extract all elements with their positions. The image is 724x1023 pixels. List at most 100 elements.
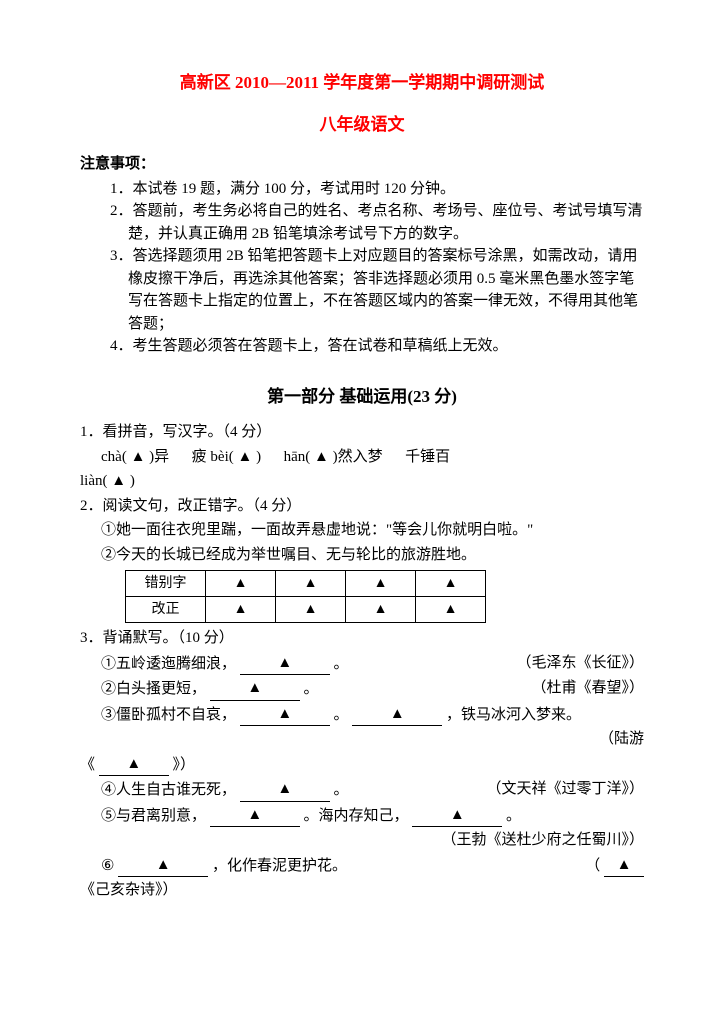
section-1-heading: 第一部分 基础运用(23 分) bbox=[80, 384, 644, 410]
question-3-stem: 3．背诵默写。（10 分） bbox=[80, 627, 644, 650]
blank: ▲ bbox=[210, 677, 300, 701]
q3-item3-src2: 《 ▲ 》） bbox=[80, 753, 644, 777]
q1-p4b: liàn( bbox=[80, 473, 108, 489]
q1-p1a: chà( bbox=[101, 449, 127, 465]
q3-6a: ⑥ bbox=[101, 858, 114, 874]
table-cell: ▲ bbox=[416, 597, 486, 623]
notice-item-2: 2．答题前，考生务必将自己的姓名、考点名称、考场号、座位号、考试号填写清楚，并认… bbox=[128, 200, 644, 245]
blank: ▲ bbox=[240, 652, 330, 676]
table-cell-label: 改正 bbox=[126, 597, 206, 623]
question-1-line1: chà( ▲ )异 疲 bèi( ▲ ) hān( ▲ )然入梦 千锤百 bbox=[101, 446, 644, 469]
page-subtitle: 八年级语文 bbox=[80, 112, 644, 138]
triangle-icon: ▲ bbox=[390, 703, 405, 726]
q3-5c: 。 bbox=[506, 808, 521, 824]
triangle-icon: ▲ bbox=[617, 854, 632, 877]
q3-5b: 。海内存知己， bbox=[304, 808, 409, 824]
blank: ▲ bbox=[240, 778, 330, 802]
question-2-s2: ②今天的长城已经成为举世嘱目、无与轮比的旅游胜地。 bbox=[101, 544, 644, 567]
triangle-icon: ▲ bbox=[234, 599, 248, 620]
q3-item3-src: （陆游 bbox=[80, 728, 644, 751]
triangle-icon: ▲ bbox=[156, 854, 171, 877]
q1-p3a: hān( bbox=[284, 449, 311, 465]
blank: ▲ bbox=[352, 703, 442, 727]
q3-item4: ④人生自古谁无死， ▲ 。 （文天祥《过零丁洋》） bbox=[101, 778, 644, 802]
q3-4a: ④人生自古谁无死， bbox=[101, 782, 236, 798]
q3-3-src2b: 》） bbox=[173, 757, 196, 773]
q3-item6: ⑥ ▲ ，化作春泥更护花。 （ ▲ bbox=[101, 854, 644, 878]
table-cell: ▲ bbox=[206, 571, 276, 597]
blank: ▲ bbox=[99, 753, 169, 777]
triangle-icon: ▲ bbox=[111, 470, 126, 493]
table-cell: ▲ bbox=[346, 571, 416, 597]
triangle-icon: ▲ bbox=[450, 804, 465, 827]
q3-item5: ⑤与君离别意， ▲ 。海内存知己， ▲ 。 bbox=[101, 804, 644, 828]
q1-p2a: 疲 bèi( bbox=[192, 449, 234, 465]
q3-1-src: （毛泽东《长征》） bbox=[516, 652, 644, 675]
q3-3c: ，铁马冰河入梦来。 bbox=[446, 707, 581, 723]
q3-6-src1a: （ bbox=[585, 858, 600, 874]
triangle-icon: ▲ bbox=[277, 652, 292, 675]
table-cell: ▲ bbox=[416, 571, 486, 597]
blank: ▲ bbox=[412, 804, 502, 828]
q3-1a: ①五岭逶迤腾细浪， bbox=[101, 656, 236, 672]
q3-item2: ②白头搔更短， ▲ 。 （杜甫《春望》） bbox=[101, 677, 644, 701]
triangle-icon: ▲ bbox=[444, 573, 458, 594]
q3-2a: ②白头搔更短， bbox=[101, 681, 206, 697]
q3-6-src1: （ ▲ bbox=[585, 854, 644, 878]
triangle-icon: ▲ bbox=[374, 573, 388, 594]
triangle-icon: ▲ bbox=[374, 599, 388, 620]
table-row: 改正 ▲ ▲ ▲ ▲ bbox=[126, 597, 486, 623]
triangle-icon: ▲ bbox=[277, 778, 292, 801]
triangle-icon: ▲ bbox=[277, 703, 292, 726]
q3-item6-src2: 《己亥杂诗》） bbox=[80, 879, 644, 902]
q3-3a: ③僵卧孤村不自哀， bbox=[101, 707, 236, 723]
q3-2b: 。 bbox=[304, 681, 319, 697]
q3-3b: 。 bbox=[334, 707, 349, 723]
table-cell: ▲ bbox=[276, 571, 346, 597]
notice-heading: 注意事项： bbox=[80, 153, 644, 176]
table-cell: ▲ bbox=[206, 597, 276, 623]
question-1-stem: 1．看拼音，写汉字。（4 分） bbox=[80, 421, 644, 444]
question-2-stem: 2．阅读文句，改正错字。（4 分） bbox=[80, 495, 644, 518]
notice-item-3: 3．答选择题须用 2B 铅笔把答题卡上对应题目的答案标号涂黑，如需改动，请用橡皮… bbox=[128, 245, 644, 335]
q1-p2b: ) bbox=[256, 449, 261, 465]
notice-item-1: 1．本试卷 19 题，满分 100 分，考试用时 120 分钟。 bbox=[128, 178, 644, 201]
q3-4-src: （文天祥《过零丁洋》） bbox=[486, 778, 644, 801]
triangle-icon: ▲ bbox=[126, 753, 141, 776]
q3-3-src1: （陆游 bbox=[599, 731, 644, 747]
triangle-icon: ▲ bbox=[304, 573, 318, 594]
q3-item1: ①五岭逶迤腾细浪， ▲ 。 （毛泽东《长征》） bbox=[101, 652, 644, 676]
table-cell-label: 错别字 bbox=[126, 571, 206, 597]
q1-p3b: )然入梦 bbox=[333, 449, 383, 465]
q3-3-src2a: 《 bbox=[80, 757, 95, 773]
q3-2-src: （杜甫《春望》） bbox=[531, 677, 644, 700]
q3-5a: ⑤与君离别意， bbox=[101, 808, 206, 824]
blank: ▲ bbox=[604, 854, 644, 878]
triangle-icon: ▲ bbox=[234, 573, 248, 594]
table-row: 错别字 ▲ ▲ ▲ ▲ bbox=[126, 571, 486, 597]
page-title: 高新区 2010—2011 学年度第一学期期中调研测试 bbox=[80, 70, 644, 96]
q3-1b: 。 bbox=[334, 656, 349, 672]
question-2-s1: ①她一面往衣兜里踹，一面故弄悬虚地说："等会儿你就明白啦。" bbox=[101, 519, 644, 542]
q1-p4c: ) bbox=[130, 473, 135, 489]
notice-list: 1．本试卷 19 题，满分 100 分，考试用时 120 分钟。 2．答题前，考… bbox=[110, 178, 644, 358]
triangle-icon: ▲ bbox=[444, 599, 458, 620]
correction-table: 错别字 ▲ ▲ ▲ ▲ 改正 ▲ ▲ ▲ ▲ bbox=[125, 570, 486, 623]
blank: ▲ bbox=[240, 703, 330, 727]
blank: ▲ bbox=[118, 854, 208, 878]
triangle-icon: ▲ bbox=[247, 804, 262, 827]
q3-4b: 。 bbox=[334, 782, 349, 798]
question-1-line2: liàn( ▲ ) bbox=[80, 470, 644, 493]
triangle-icon: ▲ bbox=[304, 599, 318, 620]
triangle-icon: ▲ bbox=[247, 677, 262, 700]
q3-item5-src: （王勃《送杜少府之任蜀川》） bbox=[80, 829, 644, 852]
q3-6-src2: 《己亥杂诗》） bbox=[80, 882, 178, 898]
q3-6b: ，化作春泥更护花。 bbox=[212, 858, 347, 874]
q1-p1b: )异 bbox=[149, 449, 169, 465]
table-cell: ▲ bbox=[276, 597, 346, 623]
notice-item-4: 4．考生答题必须答在答题卡上，答在试卷和草稿纸上无效。 bbox=[128, 335, 644, 358]
q3-item3: ③僵卧孤村不自哀， ▲ 。 ▲ ，铁马冰河入梦来。 bbox=[101, 703, 644, 727]
triangle-icon: ▲ bbox=[314, 446, 329, 469]
blank: ▲ bbox=[210, 804, 300, 828]
triangle-icon: ▲ bbox=[131, 446, 146, 469]
